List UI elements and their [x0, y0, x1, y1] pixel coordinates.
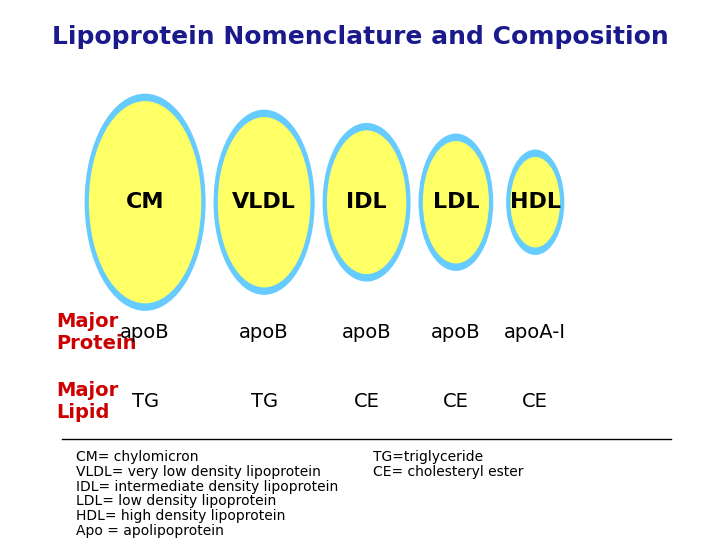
Text: HDL= high density lipoprotein: HDL= high density lipoprotein: [76, 509, 285, 523]
Text: LDL= low density lipoprotein: LDL= low density lipoprotein: [76, 495, 276, 509]
Text: Major
Lipid: Major Lipid: [56, 381, 118, 422]
Text: VLDL: VLDL: [232, 192, 296, 212]
Text: VLDL= very low density lipoprotein: VLDL= very low density lipoprotein: [76, 464, 320, 478]
Text: CM: CM: [126, 192, 164, 212]
Text: apoB: apoB: [342, 323, 392, 342]
Text: IDL= intermediate density lipoprotein: IDL= intermediate density lipoprotein: [76, 480, 338, 494]
Text: Major
Protein: Major Protein: [56, 312, 136, 353]
Text: CM= chylomicron: CM= chylomicron: [76, 450, 198, 464]
Text: HDL: HDL: [510, 192, 561, 212]
Ellipse shape: [327, 130, 406, 274]
Text: apoB: apoB: [120, 323, 170, 342]
Ellipse shape: [510, 157, 560, 247]
Text: apoB: apoB: [431, 323, 481, 342]
Text: TG: TG: [132, 393, 158, 411]
Ellipse shape: [214, 110, 315, 295]
Ellipse shape: [84, 93, 206, 311]
Text: Lipoprotein Nomenclature and Composition: Lipoprotein Nomenclature and Composition: [52, 25, 668, 49]
Text: IDL: IDL: [346, 192, 387, 212]
Text: TG=triglyceride: TG=triglyceride: [373, 450, 483, 464]
Text: TG: TG: [251, 393, 278, 411]
Ellipse shape: [218, 117, 310, 287]
Ellipse shape: [89, 101, 202, 303]
Text: CE: CE: [354, 393, 379, 411]
Ellipse shape: [323, 123, 410, 281]
Text: apoB: apoB: [239, 323, 289, 342]
Text: apoA-I: apoA-I: [504, 323, 566, 342]
Ellipse shape: [423, 141, 489, 264]
Text: CE= cholesteryl ester: CE= cholesteryl ester: [373, 464, 523, 478]
Ellipse shape: [418, 133, 493, 271]
Text: Apo = apolipoprotein: Apo = apolipoprotein: [76, 524, 223, 538]
Text: LDL: LDL: [433, 192, 480, 212]
Ellipse shape: [506, 150, 564, 255]
Text: CE: CE: [522, 393, 548, 411]
Text: CE: CE: [443, 393, 469, 411]
